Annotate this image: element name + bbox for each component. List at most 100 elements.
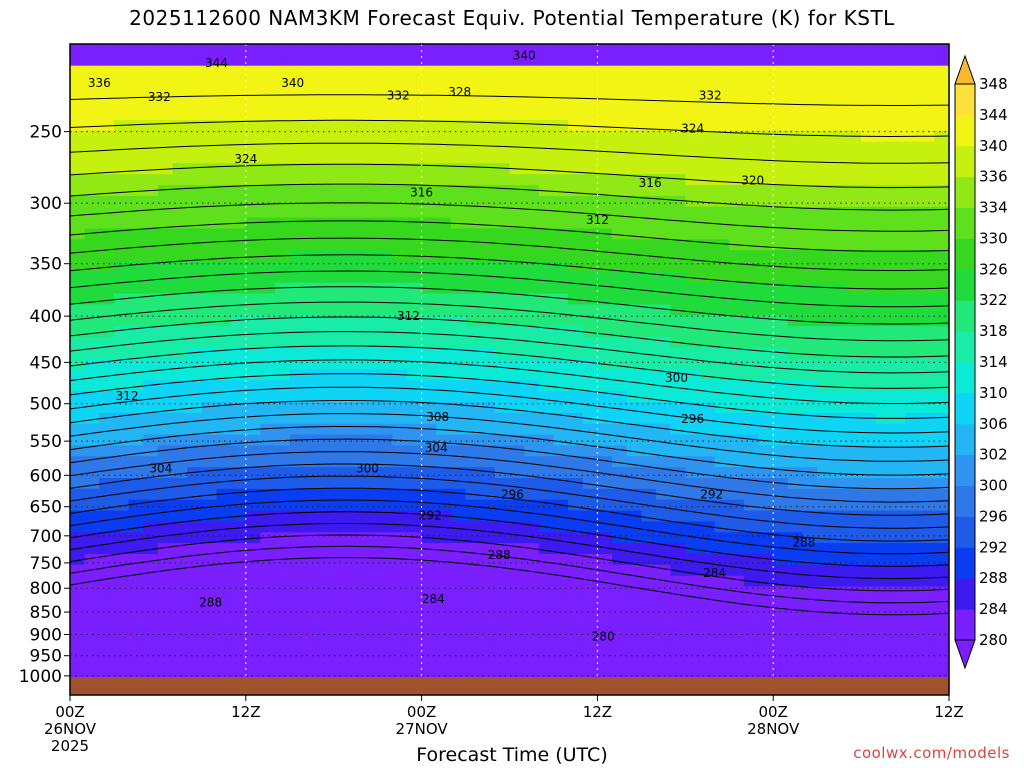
field-cell [743, 543, 760, 555]
field-cell [831, 87, 848, 99]
field-cell [172, 152, 188, 164]
field-cell [817, 499, 833, 512]
field-cell [831, 423, 848, 436]
field-cell [597, 326, 613, 338]
field-cell [802, 98, 818, 110]
field-cell [553, 553, 569, 566]
field-cell [231, 662, 247, 674]
field-cell [509, 206, 525, 219]
field-cell [421, 109, 437, 121]
field-cell [99, 608, 115, 620]
field-cell [582, 347, 598, 360]
field-cell [641, 336, 657, 349]
isotherm-line [70, 413, 949, 462]
field-cell [699, 185, 716, 197]
field-cell [450, 369, 467, 381]
field-cell [641, 651, 657, 664]
field-cell [436, 163, 452, 175]
field-cell [524, 499, 540, 512]
field-cell [699, 358, 716, 371]
field-cell [582, 510, 598, 522]
field-cell [157, 597, 174, 609]
field-cell [626, 185, 642, 197]
field-cell [245, 98, 262, 110]
field-cell [699, 423, 716, 436]
field-cell [480, 271, 496, 284]
field-cell [450, 467, 467, 479]
field-cell [333, 293, 349, 305]
field-cell [480, 336, 496, 349]
field-cell [157, 130, 174, 143]
field-cell [377, 195, 393, 208]
field-cell [729, 228, 745, 240]
field-cell [553, 163, 569, 175]
field-cell [436, 640, 452, 653]
isotherm-line [70, 534, 949, 592]
field-cell [787, 217, 804, 230]
field-cell [714, 217, 730, 230]
field-cell [465, 293, 481, 305]
field-cell [524, 98, 540, 110]
field-cell [714, 76, 730, 88]
field-cell [333, 65, 349, 78]
field-cell [450, 640, 467, 653]
colorbar-frame [954, 83, 976, 641]
field-cell [787, 369, 804, 381]
field-cell [875, 141, 891, 154]
field-cell [861, 217, 877, 230]
field-cell [524, 651, 540, 664]
field-cell [275, 467, 291, 479]
field-cell [846, 640, 862, 653]
field-cell [348, 543, 364, 555]
field-cell [641, 380, 657, 392]
field-cell [128, 575, 144, 588]
field-cell [919, 65, 935, 78]
field-cell [641, 553, 657, 566]
field-cell [919, 532, 935, 544]
field-cell [450, 44, 467, 56]
field-cell [70, 315, 86, 327]
field-cell [99, 261, 115, 273]
field-cell [392, 532, 408, 544]
field-cell [582, 195, 598, 208]
field-cell [406, 326, 423, 338]
field-cell [99, 250, 115, 262]
colorbar-swatch [955, 362, 975, 394]
field-cell [626, 456, 642, 468]
field-cell [568, 564, 584, 577]
field-cell [509, 380, 525, 392]
field-cell [538, 326, 555, 338]
field-cell [363, 597, 379, 609]
field-cell [216, 380, 232, 392]
field-cell [377, 369, 393, 381]
field-cell [157, 662, 174, 674]
field-cell [582, 369, 598, 381]
field-cell [553, 293, 569, 305]
field-cell [509, 619, 525, 631]
field-cell [436, 488, 452, 501]
field-cell [143, 358, 159, 371]
field-cell [846, 271, 862, 284]
field-cell [231, 228, 247, 240]
field-cell [729, 271, 745, 284]
field-cell [890, 402, 906, 414]
field-cell [465, 152, 481, 164]
field-cell [890, 391, 906, 403]
field-cell [934, 65, 949, 78]
field-cell [626, 336, 642, 349]
field-cell [172, 651, 188, 664]
field-cell [128, 185, 144, 197]
field-cell [289, 640, 305, 653]
field-cell [99, 228, 115, 240]
field-cell [348, 109, 364, 121]
field-cell [494, 195, 511, 208]
field-cell [597, 239, 613, 251]
field-cell [773, 456, 789, 468]
field-cell [363, 250, 379, 262]
field-cell [143, 510, 159, 522]
field-cell [802, 315, 818, 327]
field-cell [172, 98, 188, 110]
field-cell [509, 130, 525, 143]
y-tick-label: 550 [30, 432, 62, 452]
field-cell [348, 640, 364, 653]
